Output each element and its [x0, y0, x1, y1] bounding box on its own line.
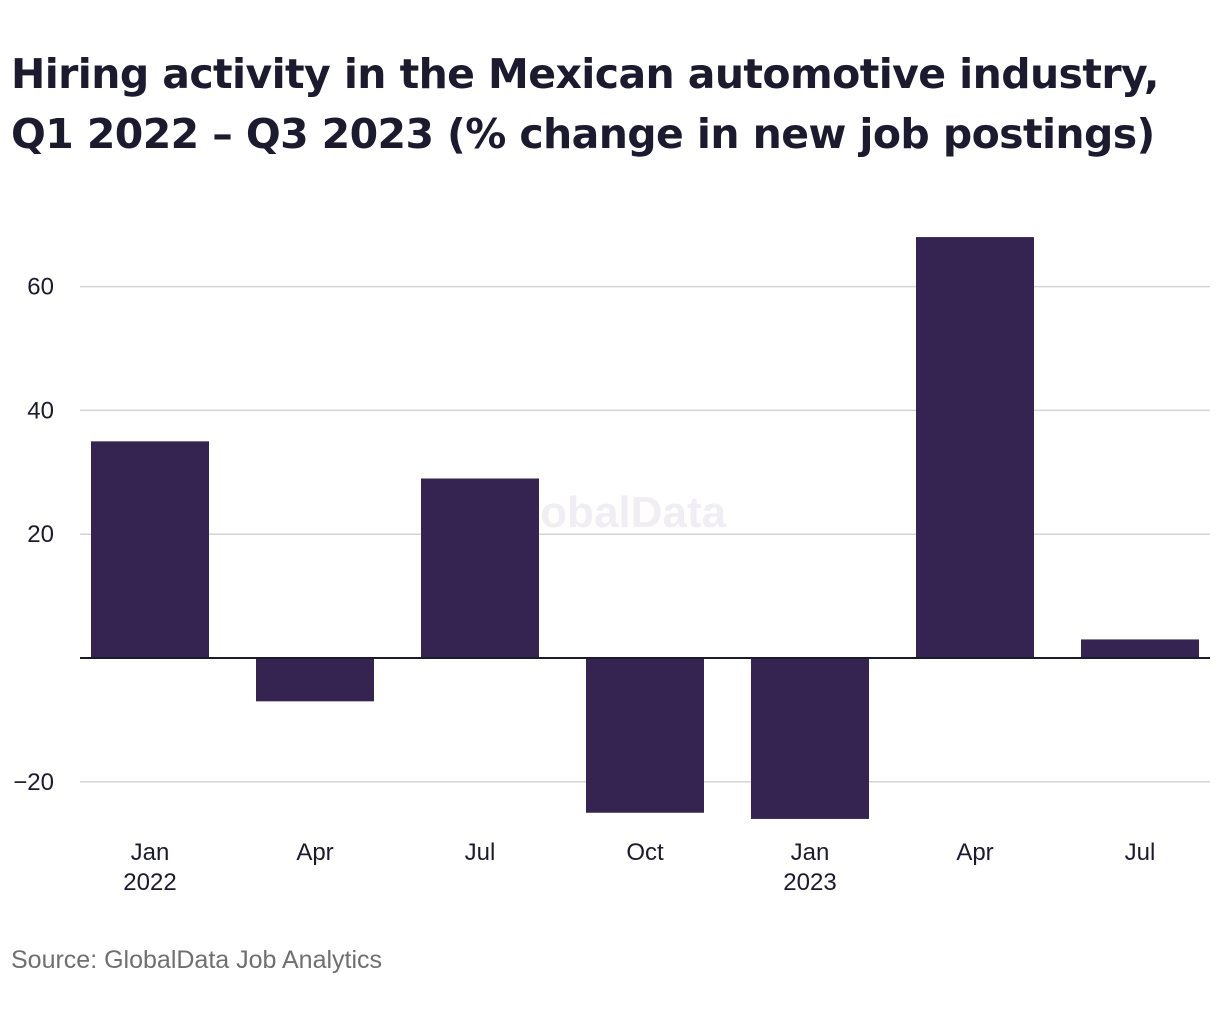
source-note: Source: GlobalData Job Analytics	[11, 946, 383, 974]
x-axis-tick-labels: Jan 2022 Apr Jul Oct Jan 2023 Apr Jul	[123, 839, 1155, 896]
bar	[751, 658, 869, 819]
bar	[256, 658, 374, 702]
x-tick-label: Jan	[131, 839, 170, 866]
x-tick-label: Jul	[1125, 839, 1156, 866]
bar	[91, 441, 209, 658]
bar	[1081, 639, 1199, 658]
x-tick-label: Jul	[465, 839, 496, 866]
x-tick-label: Apr	[296, 839, 333, 866]
x-tick-year-label: 2022	[123, 869, 176, 896]
y-tick-label: 40	[27, 397, 54, 424]
chart-title: Hiring activity in the Mexican automotiv…	[11, 44, 1206, 164]
y-tick-label: −20	[13, 769, 54, 796]
x-tick-label: Jan	[791, 839, 830, 866]
x-tick-label: Apr	[956, 839, 993, 866]
bars	[91, 237, 1199, 819]
bar	[586, 658, 704, 813]
y-tick-label: 20	[27, 521, 54, 548]
y-tick-label: 60	[27, 274, 54, 301]
x-tick-label: Oct	[626, 839, 664, 866]
x-tick-year-label: 2023	[783, 869, 836, 896]
bar	[916, 237, 1034, 658]
chart-title-line-2: Q1 2022 – Q3 2023 (% change in new job p…	[11, 110, 1155, 158]
chart-title-line-1: Hiring activity in the Mexican automotiv…	[11, 50, 1159, 98]
y-axis-tick-labels: −20 20 40 60	[13, 274, 54, 796]
bar	[421, 478, 539, 658]
